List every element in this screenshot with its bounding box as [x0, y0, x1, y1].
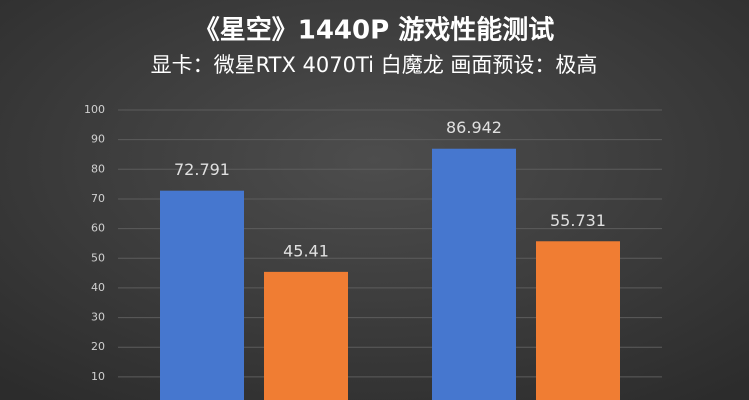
y-tick-label: 90	[91, 133, 105, 146]
y-tick-label: 30	[91, 311, 105, 324]
value-label: 45.41	[283, 241, 329, 260]
y-tick-label: 70	[91, 192, 105, 205]
value-label: 86.942	[446, 118, 502, 137]
y-tick-label: 20	[91, 340, 105, 353]
value-label: 72.791	[174, 160, 230, 179]
bar	[160, 190, 244, 400]
y-tick-label: 100	[84, 103, 105, 116]
bar	[432, 148, 516, 400]
y-tick-label: 50	[91, 251, 105, 264]
y-tick-label: 80	[91, 162, 105, 175]
bar	[264, 271, 348, 400]
y-tick-label: 40	[91, 281, 105, 294]
y-tick-label: 10	[91, 370, 105, 383]
value-label: 55.731	[550, 211, 606, 230]
y-tick-label: 60	[91, 222, 105, 235]
chart-subtitle: 显卡：微星RTX 4070Ti 白魔龙 画面预设：极高	[151, 53, 598, 77]
bar	[536, 241, 620, 400]
chart-title: 《星空》1440P 游戏性能测试	[194, 15, 554, 46]
